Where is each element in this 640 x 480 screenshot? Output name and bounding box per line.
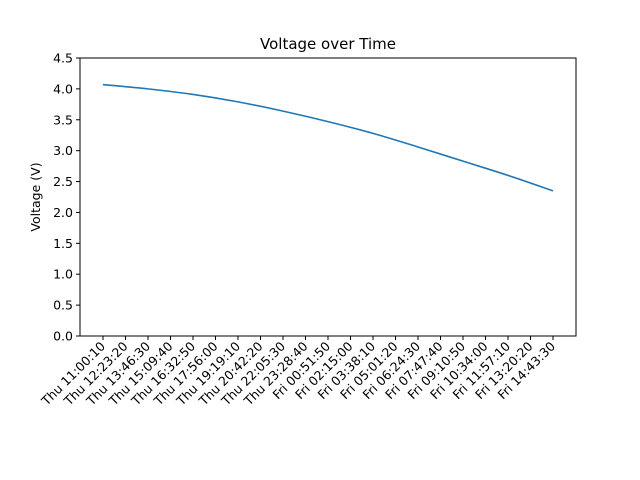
y-axis-label: Voltage (V) (28, 162, 43, 231)
y-tick-label: 3.0 (53, 143, 73, 158)
y-tick-label: 3.5 (53, 112, 73, 127)
chart-title: Voltage over Time (260, 35, 396, 53)
plot-series (102, 83, 554, 192)
y-axis: 0.0 0.5 1.0 1.5 2.0 2.5 3.0 3.5 4.0 4.5 (53, 51, 80, 344)
plot-frame (79, 57, 577, 337)
y-tick-label: 4.0 (53, 81, 73, 96)
y-tick-label: 0.0 (53, 329, 73, 344)
series-line (102, 83, 554, 192)
y-tick-label: 1.5 (53, 236, 73, 251)
y-tick-label: 0.5 (53, 298, 73, 313)
y-tick-label: 2.0 (53, 205, 73, 220)
y-tick-label: 4.5 (53, 51, 73, 66)
y-tick-label: 1.0 (53, 267, 73, 282)
y-tick-label: 2.5 (53, 174, 73, 189)
